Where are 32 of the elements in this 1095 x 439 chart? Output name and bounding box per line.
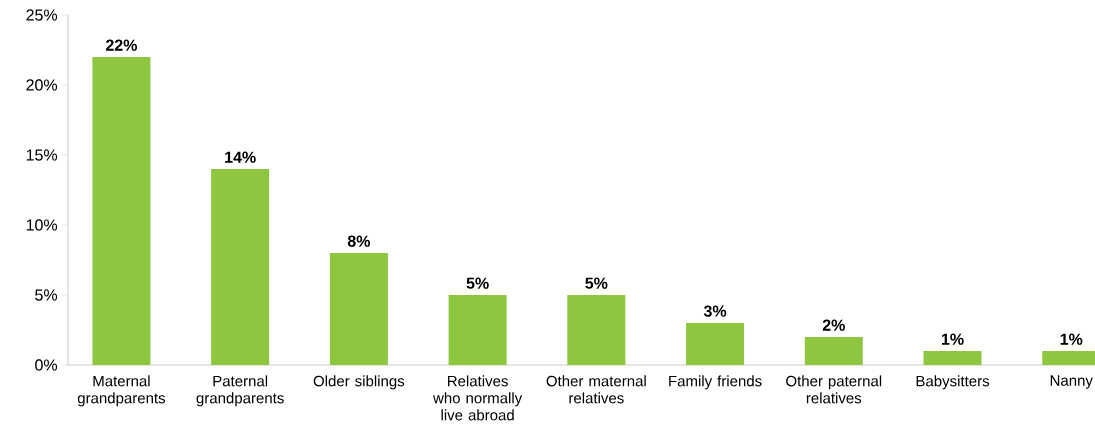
bar <box>329 253 388 365</box>
data-label: 1% <box>1060 333 1083 345</box>
bar <box>567 295 626 365</box>
x-tick-label: Nanny <box>1050 375 1093 389</box>
y-tick-label: 25% <box>26 9 58 21</box>
x-tick-label: Paternal grandparents <box>196 375 284 407</box>
x-tick-label: Other paternal relatives <box>786 375 882 404</box>
x-tick-label: Other maternal relatives <box>546 375 646 404</box>
bar <box>448 295 507 365</box>
x-tick-label: Relatives who normally live abroad <box>432 375 523 421</box>
bar <box>686 323 745 365</box>
x-tick-label: Older siblings <box>313 375 405 390</box>
data-label: 14% <box>225 151 256 163</box>
bar <box>923 351 982 365</box>
y-tick-label: 0% <box>35 359 58 371</box>
x-tick-label: Family friends <box>669 375 762 390</box>
data-label: 5% <box>466 277 489 289</box>
data-label: 8% <box>347 235 371 247</box>
data-label: 2% <box>822 319 845 331</box>
data-label: 22% <box>105 39 138 51</box>
bar <box>211 169 270 365</box>
x-tick-label: Babysitters <box>916 375 990 390</box>
bar <box>92 57 151 365</box>
data-label: 3% <box>703 305 727 317</box>
bar <box>804 337 863 365</box>
y-tick-label: 20% <box>26 79 58 91</box>
y-tick-label: 5% <box>35 289 58 301</box>
y-tick-label: 10% <box>26 219 58 231</box>
y-tick-label: 15% <box>26 149 58 161</box>
data-label: 1% <box>941 333 964 345</box>
data-label: 5% <box>585 277 608 289</box>
x-tick-label: Maternal grandparents <box>77 375 166 407</box>
